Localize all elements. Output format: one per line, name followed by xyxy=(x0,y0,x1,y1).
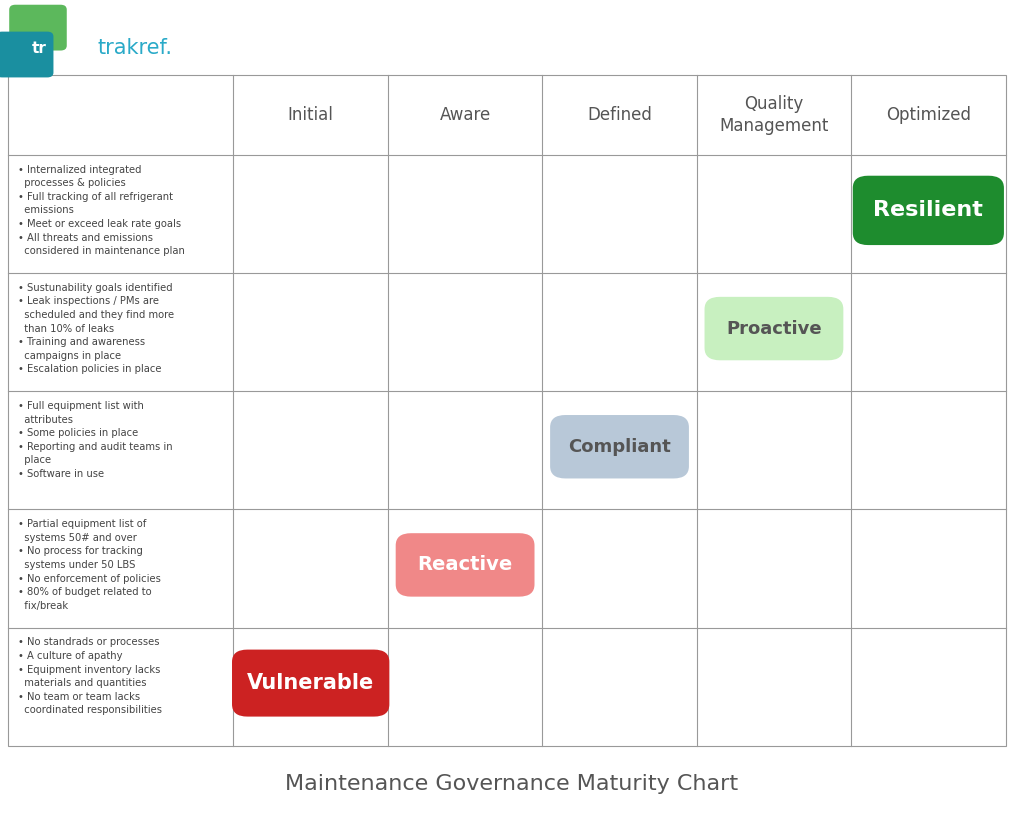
FancyBboxPatch shape xyxy=(232,650,389,716)
FancyBboxPatch shape xyxy=(9,5,67,51)
Text: Reactive: Reactive xyxy=(418,555,513,575)
FancyBboxPatch shape xyxy=(853,176,1004,245)
Bar xyxy=(8,75,1006,746)
Text: • Internalized integrated
  processes & policies
• Full tracking of all refriger: • Internalized integrated processes & po… xyxy=(18,165,185,256)
Text: Initial: Initial xyxy=(288,106,334,124)
Text: • Sustunability goals identified
• Leak inspections / PMs are
  scheduled and th: • Sustunability goals identified • Leak … xyxy=(18,283,174,374)
Text: Quality
Management: Quality Management xyxy=(719,95,828,135)
Text: Vulnerable: Vulnerable xyxy=(247,673,375,693)
Text: Compliant: Compliant xyxy=(568,438,671,456)
Text: • No standrads or processes
• A culture of apathy
• Equipment inventory lacks
  : • No standrads or processes • A culture … xyxy=(18,637,163,716)
FancyBboxPatch shape xyxy=(395,533,535,597)
Text: • Partial equipment list of
  systems 50# and over
• No process for tracking
  s: • Partial equipment list of systems 50# … xyxy=(18,519,162,610)
FancyBboxPatch shape xyxy=(705,297,844,360)
Text: • Full equipment list with
  attributes
• Some policies in place
• Reporting and: • Full equipment list with attributes • … xyxy=(18,401,173,479)
Text: Proactive: Proactive xyxy=(726,319,821,337)
Text: Defined: Defined xyxy=(587,106,652,124)
Text: tr: tr xyxy=(32,41,46,55)
Text: Aware: Aware xyxy=(439,106,490,124)
Text: trakref.: trakref. xyxy=(97,38,172,58)
Text: Maintenance Governance Maturity Chart: Maintenance Governance Maturity Chart xyxy=(286,774,738,794)
Text: Optimized: Optimized xyxy=(886,106,971,124)
Text: Resilient: Resilient xyxy=(873,200,983,220)
FancyBboxPatch shape xyxy=(550,415,689,478)
FancyBboxPatch shape xyxy=(0,32,53,77)
